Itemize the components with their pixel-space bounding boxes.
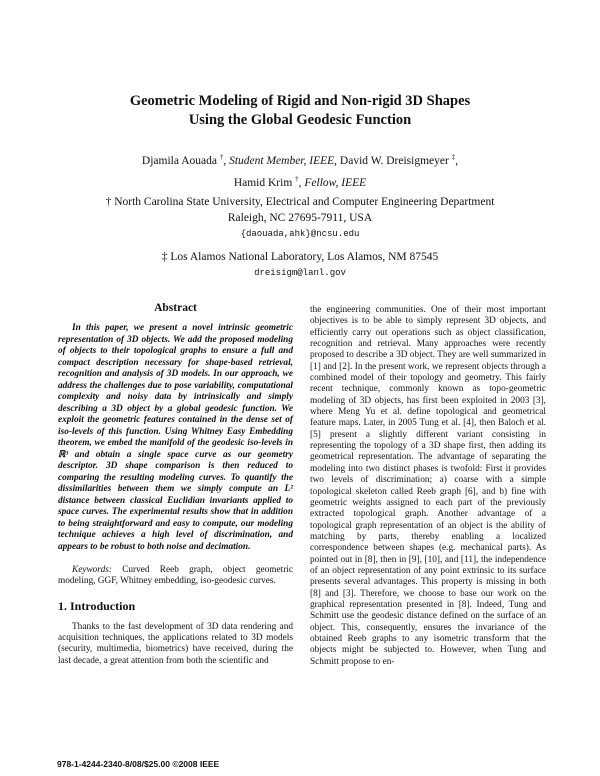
email: {daouada,ahk}@ncsu.edu [240,229,360,239]
sep: , [298,176,305,189]
keywords-label: Keywords: [72,565,112,575]
sep: , [223,154,230,167]
mark: † [219,153,224,161]
role: Student Member, IEEE [229,154,335,167]
affiliation-line: † North Carolina State University, Elect… [105,196,495,208]
role: Fellow, IEEE [304,176,367,189]
affiliation: ‡ Los Alamos National Laboratory, Los Al… [0,249,600,281]
abstract-heading: Abstract [154,302,197,314]
author: Hamid Krim [233,176,293,189]
title: Geometric Modeling of Rigid and Non-rigi… [0,92,600,130]
footer: 978-1-4244-2340-8/08/$25.00 ©2008 IEEE [57,759,220,769]
paragraph: Thanks to the fast development of 3D dat… [58,621,293,666]
sep: , [455,154,459,167]
mark: ‡ [451,153,456,161]
authors: Djamila Aouada †, Student Member, IEEE, … [0,148,600,192]
left-column: Abstract In this paper, we present a nov… [58,302,293,667]
author-line: Hamid Krim †, Fellow, IEEE [0,170,600,192]
abstract-text: In this paper, we present a novel intrin… [58,323,293,552]
author: , David W. Dreisigmeyer [334,154,449,167]
author: Djamila Aouada [141,154,217,167]
keywords: Keywords: Curved Reeb graph, object geom… [58,565,293,588]
section-heading: 1. Introduction [58,598,136,613]
title-line: Using the Global Geodesic Function [188,112,412,128]
keywords-text: Curved Reeb graph, object geometric mode… [58,565,293,587]
right-column: the engineering communities. One of thei… [310,305,546,667]
affiliation: † North Carolina State University, Elect… [0,194,600,242]
email: dreisigm@lanl.gov [254,268,346,278]
title-line: Geometric Modeling of Rigid and Non-rigi… [129,93,471,109]
affiliation-line: Raleigh, NC 27695-7911, USA [227,212,373,224]
mark: † [295,174,299,183]
author-line: Djamila Aouada †, Student Member, IEEE, … [0,148,600,170]
affiliation-line: ‡ Los Alamos National Laboratory, Los Al… [161,251,439,263]
